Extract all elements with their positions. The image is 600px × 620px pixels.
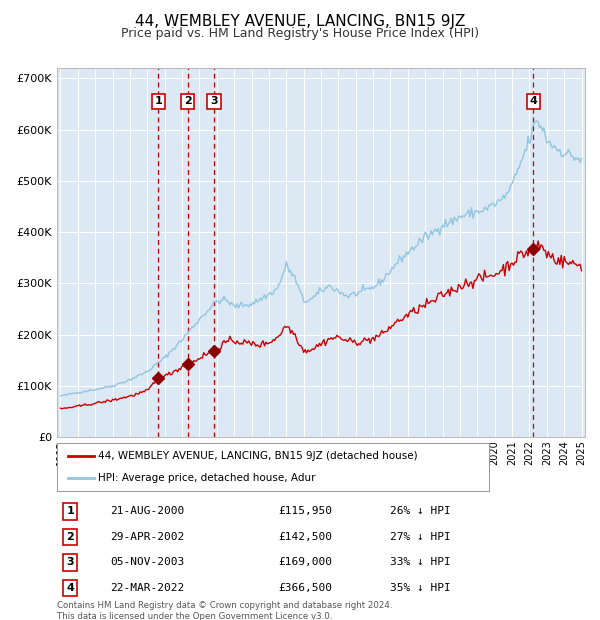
Text: Price paid vs. HM Land Registry's House Price Index (HPI): Price paid vs. HM Land Registry's House … bbox=[121, 27, 479, 40]
Text: 29-APR-2002: 29-APR-2002 bbox=[110, 532, 184, 542]
Text: 4: 4 bbox=[529, 96, 537, 107]
Text: 2: 2 bbox=[184, 96, 191, 107]
Text: 3: 3 bbox=[210, 96, 218, 107]
Text: 4: 4 bbox=[66, 583, 74, 593]
Text: 26% ↓ HPI: 26% ↓ HPI bbox=[389, 507, 451, 516]
Text: 27% ↓ HPI: 27% ↓ HPI bbox=[389, 532, 451, 542]
Text: 21-AUG-2000: 21-AUG-2000 bbox=[110, 507, 184, 516]
Text: 33% ↓ HPI: 33% ↓ HPI bbox=[389, 557, 451, 567]
Text: 35% ↓ HPI: 35% ↓ HPI bbox=[389, 583, 451, 593]
Text: £142,500: £142,500 bbox=[279, 532, 333, 542]
Text: 2: 2 bbox=[67, 532, 74, 542]
Text: 1: 1 bbox=[155, 96, 163, 107]
Text: 1: 1 bbox=[67, 507, 74, 516]
Text: HPI: Average price, detached house, Adur: HPI: Average price, detached house, Adur bbox=[98, 473, 316, 483]
Text: Contains HM Land Registry data © Crown copyright and database right 2024.
This d: Contains HM Land Registry data © Crown c… bbox=[57, 601, 392, 620]
Text: £115,950: £115,950 bbox=[279, 507, 333, 516]
Text: 44, WEMBLEY AVENUE, LANCING, BN15 9JZ (detached house): 44, WEMBLEY AVENUE, LANCING, BN15 9JZ (d… bbox=[98, 451, 418, 461]
Text: 05-NOV-2003: 05-NOV-2003 bbox=[110, 557, 184, 567]
Text: 3: 3 bbox=[67, 557, 74, 567]
Text: 44, WEMBLEY AVENUE, LANCING, BN15 9JZ: 44, WEMBLEY AVENUE, LANCING, BN15 9JZ bbox=[135, 14, 465, 29]
Text: £366,500: £366,500 bbox=[279, 583, 333, 593]
Text: 22-MAR-2022: 22-MAR-2022 bbox=[110, 583, 184, 593]
Text: £169,000: £169,000 bbox=[279, 557, 333, 567]
